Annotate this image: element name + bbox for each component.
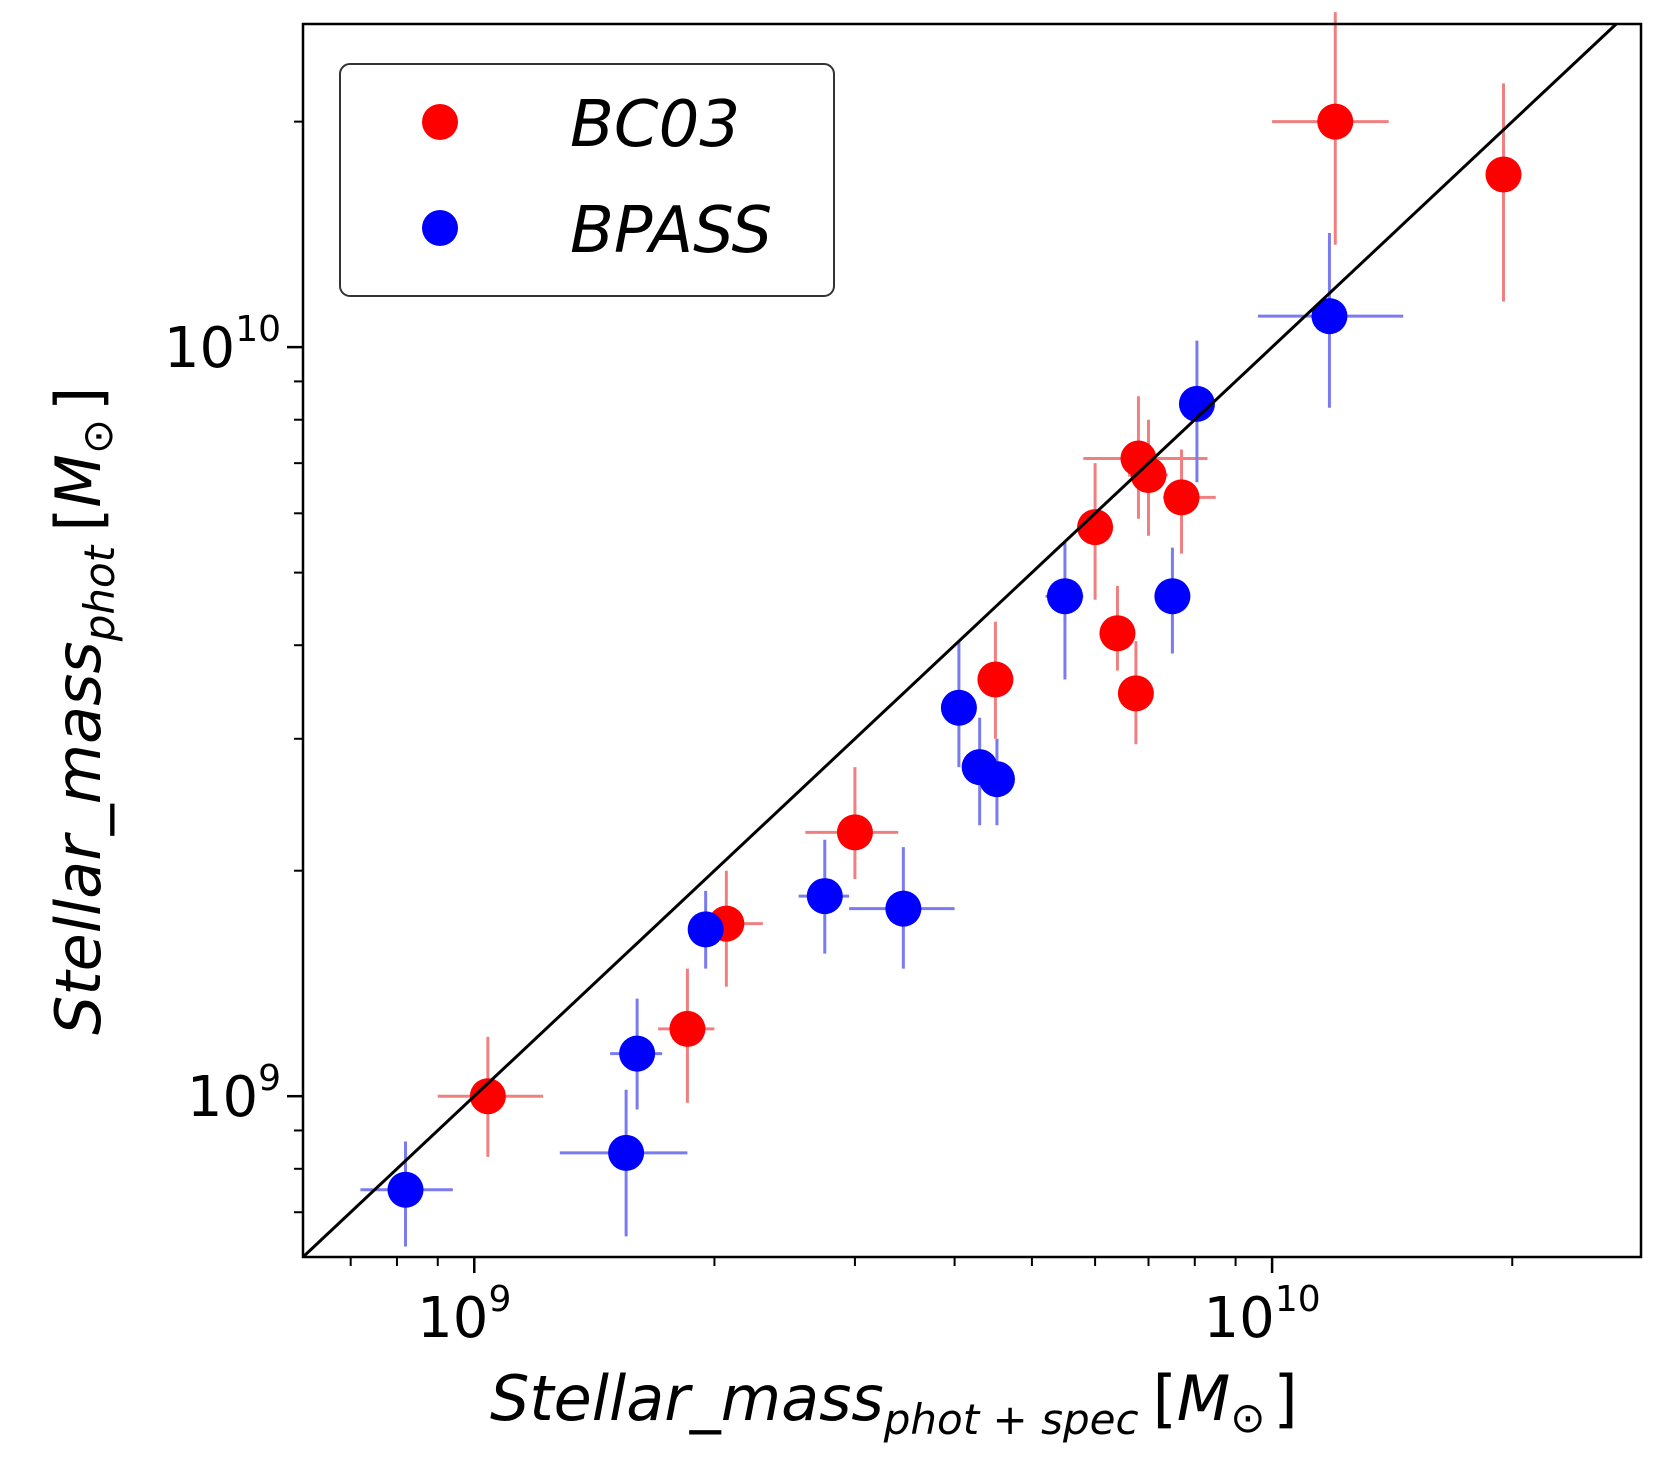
data-point-bc03 (1317, 103, 1354, 140)
data-point-bc03 (1077, 509, 1114, 546)
data-point-bc03 (669, 1010, 706, 1047)
legend-label-bpass: BPASS (570, 194, 772, 268)
x-axis-title-main: Stellar_mass (490, 1362, 884, 1435)
data-point-bc03 (1130, 456, 1167, 493)
data-points (360, 12, 1522, 1247)
data-point-bc03 (469, 1078, 506, 1115)
x-axis-title-unit: M (1177, 1362, 1231, 1435)
data-point-bpass (687, 911, 724, 948)
y-tick-label-exponent: 10 (235, 309, 281, 350)
x-tick-label-exponent: 10 (1275, 1279, 1321, 1320)
data-point-bc03 (1163, 479, 1200, 516)
data-point-bpass (885, 890, 922, 927)
y-axis-title-close-bracket: ] (42, 387, 115, 411)
x-axis-title-open-bracket: [ (1153, 1362, 1177, 1435)
x-axis-title-close-bracket: ] (1273, 1362, 1297, 1435)
y-tick-label: 1010 (164, 309, 281, 381)
y-axis-title-open-bracket: [ (42, 508, 115, 532)
x-axis-ticks: 109 1010 (349, 1257, 1514, 1351)
x-axis-title-subscript: phot + spec (883, 1395, 1139, 1444)
data-point-bpass (619, 1035, 656, 1072)
y-axis-title: Stellar_massphot [M⊙] (42, 387, 124, 1035)
data-point-bpass (1046, 578, 1083, 615)
legend: BC03 BPASS (339, 63, 835, 297)
x-axis-title: Stellar_massphot + spec [M⊙] (490, 1362, 1298, 1444)
x-axis-title-sun-symbol: ⊙ (1230, 1393, 1265, 1442)
y-axis-title-subscript: phot (75, 544, 124, 642)
data-point-bpass (978, 761, 1015, 798)
data-point-bc03 (1099, 615, 1136, 652)
data-point-bc03 (977, 661, 1014, 698)
legend-marker-bc03 (422, 104, 458, 140)
data-point-bpass (940, 689, 977, 726)
one-to-one-line (301, 22, 1618, 1259)
data-point-bpass (1311, 298, 1348, 335)
data-point-bpass (1178, 385, 1215, 422)
data-point-bc03 (836, 814, 873, 851)
data-point-bpass (608, 1134, 645, 1171)
x-tick-label: 1010 (1204, 1279, 1321, 1351)
x-tick-label: 109 (417, 1279, 511, 1351)
series-bc03 (437, 12, 1522, 1157)
y-axis-title-main: Stellar_mass (42, 641, 115, 1035)
series-bpass (360, 233, 1404, 1247)
x-tick-label-base: 10 (417, 1286, 488, 1351)
legend-label-bc03: BC03 (570, 88, 740, 162)
data-point-bpass (1154, 578, 1191, 615)
y-axis-title-unit: M (42, 454, 115, 508)
y-tick-label-base: 10 (187, 1065, 258, 1130)
data-point-bpass (806, 878, 843, 915)
x-tick-label-base: 10 (1204, 1286, 1275, 1351)
y-tick-label-base: 10 (164, 316, 235, 381)
legend-marker-bpass (422, 210, 458, 246)
y-tick-label: 109 (187, 1058, 281, 1130)
data-point-bc03 (1117, 675, 1154, 712)
legend-box (339, 63, 835, 297)
y-axis-title-sun-symbol: ⊙ (73, 419, 122, 454)
y-tick-label-exponent: 9 (258, 1058, 281, 1099)
data-point-bpass (387, 1171, 424, 1208)
data-point-bc03 (1485, 156, 1522, 193)
plot-frame (301, 22, 1643, 1259)
x-tick-label-exponent: 9 (488, 1279, 511, 1320)
